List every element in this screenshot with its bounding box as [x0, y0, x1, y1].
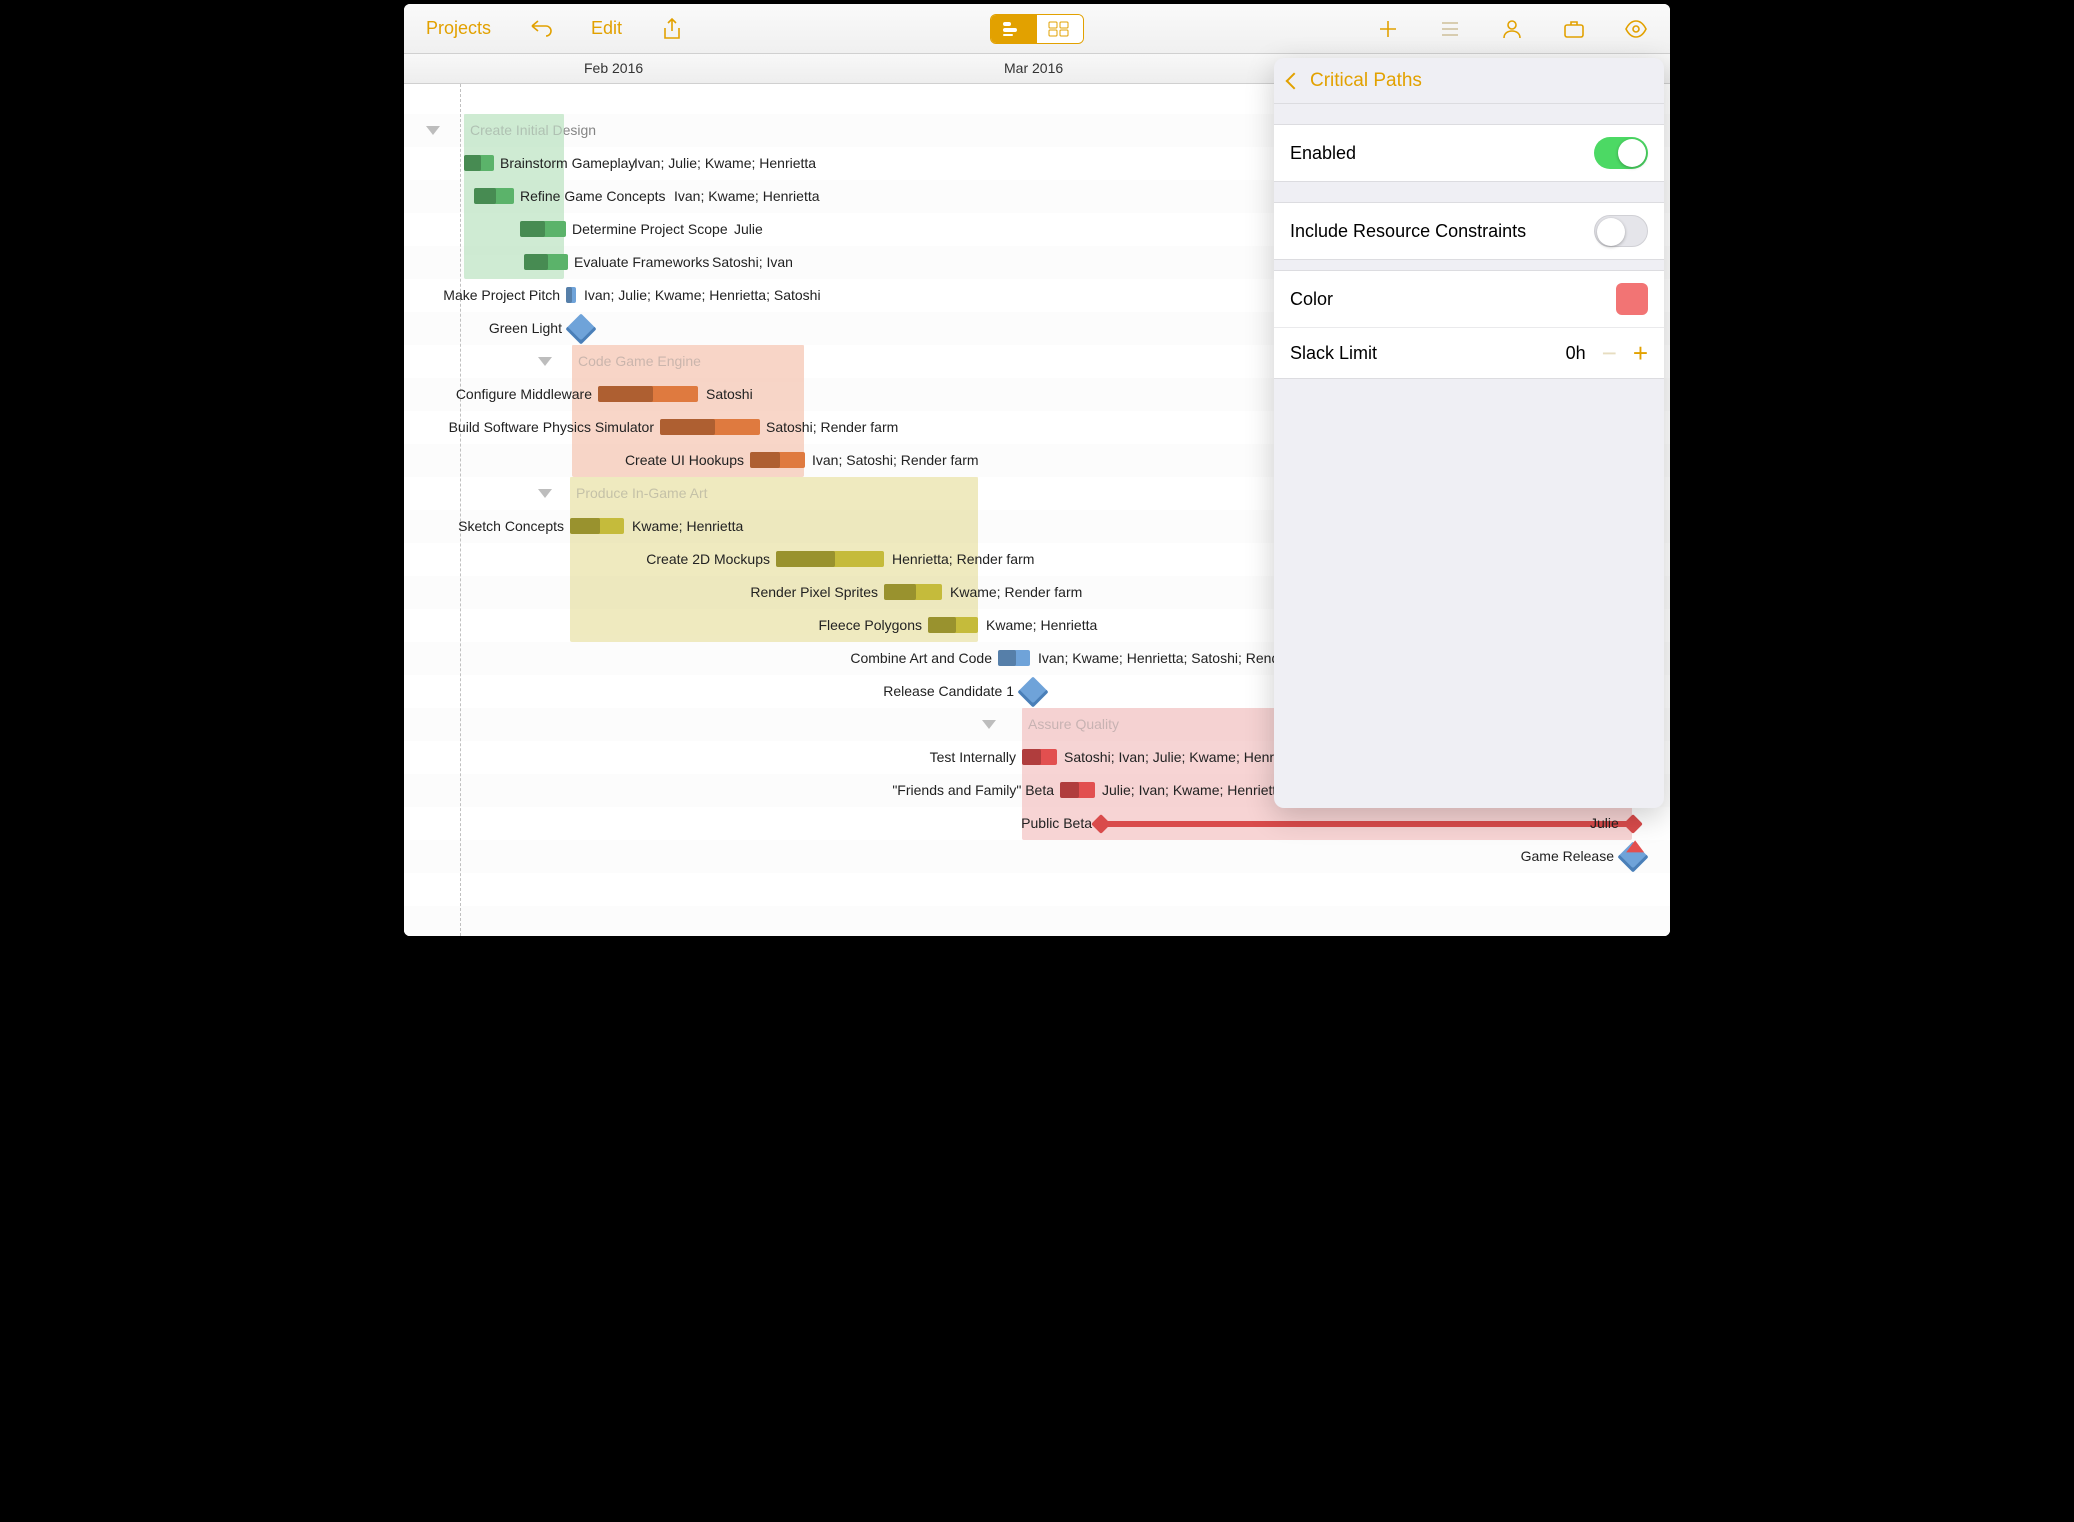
- milestone-label: Release Candidate 1: [883, 683, 1014, 699]
- resource-constraints-label: Include Resource Constraints: [1290, 221, 1526, 242]
- task-label: Brainstorm Gameplay: [500, 155, 635, 171]
- share-icon: [660, 17, 684, 41]
- panel-header[interactable]: Critical Paths: [1274, 58, 1664, 104]
- month-label: Mar 2016: [1004, 60, 1063, 76]
- task-bar[interactable]: [520, 221, 566, 237]
- task-bar[interactable]: [570, 518, 624, 534]
- slack-limit-row: Slack Limit 0h − +: [1274, 327, 1664, 378]
- eye-icon: [1624, 17, 1648, 41]
- task-bar[interactable]: [1060, 782, 1095, 798]
- view-grid-button[interactable]: [1037, 15, 1083, 43]
- milestone-label: Game Release: [1521, 848, 1614, 864]
- back-chevron-icon[interactable]: [1286, 72, 1303, 89]
- task-label: Evaluate Frameworks: [574, 254, 709, 270]
- task-label: Test Internally: [930, 749, 1016, 765]
- task-label: Create 2D Mockups: [646, 551, 770, 567]
- grid-view-icon: [1047, 20, 1073, 38]
- toolbar: Projects Edit: [404, 4, 1670, 54]
- task-resources: Satoshi: [706, 386, 753, 402]
- task-label: Fleece Polygons: [818, 617, 922, 633]
- enabled-switch[interactable]: [1594, 137, 1648, 169]
- disclosure-triangle[interactable]: [538, 357, 552, 366]
- task-label: Make Project Pitch: [443, 287, 560, 303]
- task-bar[interactable]: [884, 584, 942, 600]
- task-resources: Ivan; Julie; Kwame; Henrietta: [634, 155, 816, 171]
- task-bar[interactable]: [524, 254, 568, 270]
- task-bar[interactable]: [998, 650, 1030, 666]
- task-label: Determine Project Scope: [572, 221, 728, 237]
- month-label: Feb 2016: [584, 60, 643, 76]
- color-row[interactable]: Color: [1274, 271, 1664, 327]
- edit-button[interactable]: Edit: [583, 14, 630, 43]
- briefcase-button[interactable]: [1554, 13, 1594, 45]
- task-resources: Kwame; Henrietta: [986, 617, 1097, 633]
- task-resources: Satoshi; Ivan: [712, 254, 793, 270]
- slack-limit-value: 0h: [1566, 343, 1586, 364]
- add-button[interactable]: [1368, 13, 1408, 45]
- inspector-panel: Critical Paths Enabled Include Resource …: [1274, 58, 1664, 808]
- task-resources: Ivan; Julie; Kwame; Henrietta; Satoshi: [584, 287, 821, 303]
- view-options-button[interactable]: [1616, 13, 1656, 45]
- task-resources: Kwame; Render farm: [950, 584, 1082, 600]
- person-icon: [1500, 17, 1524, 41]
- view-segmented-control: [990, 14, 1084, 44]
- task-resources: Satoshi; Ivan; Julie; Kwame; Henrietta: [1064, 749, 1301, 765]
- task-label: Build Software Physics Simulator: [449, 419, 654, 435]
- task-bar[interactable]: [598, 386, 698, 402]
- disclosure-triangle[interactable]: [982, 720, 996, 729]
- disclosure-triangle[interactable]: [538, 489, 552, 498]
- person-button[interactable]: [1492, 13, 1532, 45]
- undo-icon: [529, 17, 553, 41]
- color-swatch[interactable]: [1616, 283, 1648, 315]
- task-bar[interactable]: [464, 155, 494, 171]
- enabled-row: Enabled: [1274, 125, 1664, 181]
- task-resources: Kwame; Henrietta: [632, 518, 743, 534]
- task-label: Combine Art and Code: [850, 650, 992, 666]
- task-resources: Satoshi; Render farm: [766, 419, 898, 435]
- slack-limit-label: Slack Limit: [1290, 343, 1377, 364]
- plus-icon: [1376, 17, 1400, 41]
- sort-button[interactable]: [1430, 13, 1470, 45]
- resource-constraints-switch[interactable]: [1594, 215, 1648, 247]
- task-resources: Julie: [734, 221, 763, 237]
- task-label: Configure Middleware: [456, 386, 592, 402]
- task-bar[interactable]: [776, 551, 884, 567]
- enabled-label: Enabled: [1290, 143, 1356, 164]
- task-resources: Ivan; Kwame; Henrietta: [674, 188, 820, 204]
- task-label: Sketch Concepts: [458, 518, 564, 534]
- task-resources: Henrietta; Render farm: [892, 551, 1034, 567]
- sort-icon: [1438, 17, 1462, 41]
- task-resources: Ivan; Satoshi; Render farm: [812, 452, 979, 468]
- disclosure-triangle[interactable]: [426, 126, 440, 135]
- undo-button[interactable]: [521, 13, 561, 45]
- task-bar[interactable]: [1022, 749, 1057, 765]
- resource-constraints-row: Include Resource Constraints: [1274, 203, 1664, 259]
- task-bar[interactable]: [660, 419, 760, 435]
- task-label: Create UI Hookups: [625, 452, 744, 468]
- task-bar[interactable]: [566, 287, 576, 303]
- today-line: [460, 84, 461, 936]
- view-list-button[interactable]: [991, 15, 1037, 43]
- task-label: "Friends and Family" Beta: [892, 782, 1054, 798]
- panel-title: Critical Paths: [1310, 70, 1422, 92]
- milestone-label: Green Light: [489, 320, 562, 336]
- task-label: Public Beta: [1021, 815, 1092, 831]
- task-bar[interactable]: [928, 617, 978, 633]
- list-view-icon: [1001, 20, 1027, 38]
- app-window: Projects Edit: [400, 0, 1674, 940]
- critical-path-bar[interactable]: [1098, 821, 1634, 827]
- briefcase-icon: [1562, 17, 1586, 41]
- task-bar[interactable]: [474, 188, 514, 204]
- task-bar[interactable]: [750, 452, 805, 468]
- task-label: Render Pixel Sprites: [750, 584, 878, 600]
- task-resources: Julie: [1590, 815, 1619, 831]
- color-label: Color: [1290, 289, 1333, 310]
- slack-minus-button[interactable]: −: [1602, 340, 1617, 366]
- slack-plus-button[interactable]: +: [1633, 340, 1648, 366]
- task-label: Refine Game Concepts: [520, 188, 666, 204]
- share-button[interactable]: [652, 13, 692, 45]
- projects-button[interactable]: Projects: [418, 14, 499, 43]
